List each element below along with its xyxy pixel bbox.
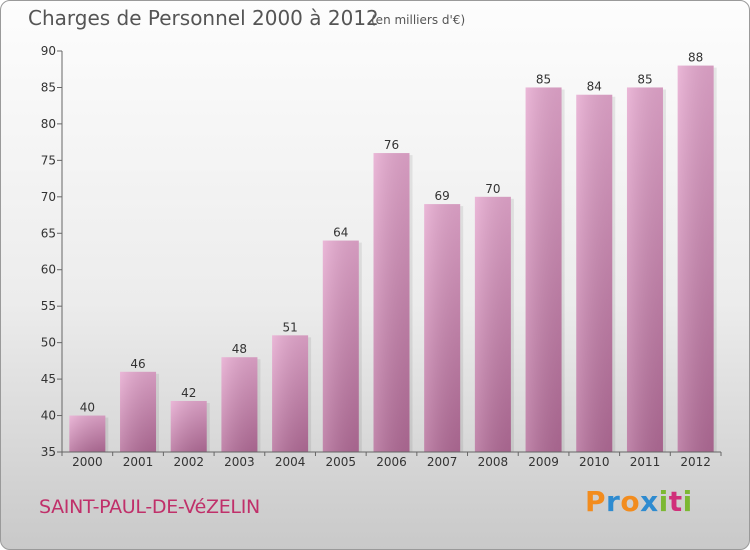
- y-tick-label: 55: [41, 299, 56, 313]
- x-tick-label: 2012: [680, 455, 711, 469]
- chart-subtitle: (en milliers d'€): [371, 13, 466, 27]
- x-tick-label: 2006: [376, 455, 407, 469]
- x-tick-label: 2002: [173, 455, 204, 469]
- bar-value-label: 76: [384, 138, 399, 152]
- bar-highlight: [474, 196, 511, 452]
- bar-highlight: [272, 335, 309, 452]
- bar-highlight: [626, 87, 663, 453]
- y-tick-label: 85: [41, 80, 56, 94]
- x-tick-label: 2009: [528, 455, 559, 469]
- x-tick-label: 2010: [579, 455, 610, 469]
- bar-value-label: 48: [232, 342, 247, 356]
- bar-value-label: 85: [536, 72, 551, 86]
- bar-highlight: [322, 240, 359, 452]
- bar-value-label: 69: [435, 189, 450, 203]
- y-axis: 35 40 45 50 55 60 65 70 75 80 85 90: [41, 44, 63, 459]
- logo-letter: x: [640, 485, 659, 518]
- y-tick-label: 60: [41, 263, 56, 277]
- bar-highlight: [373, 153, 410, 452]
- bar-value-label: 70: [485, 182, 500, 196]
- logo-letter: t: [668, 485, 683, 518]
- logo-letter: r: [606, 485, 621, 518]
- bar-highlight: [170, 400, 207, 452]
- commune-name: SAINT-PAUL-DE-VéZELIN: [39, 496, 260, 518]
- bar-value-label: 46: [130, 357, 145, 371]
- proxiti-logo: Proxiti: [585, 485, 693, 518]
- x-tick-label: 2001: [123, 455, 154, 469]
- x-tick-label: 2008: [478, 455, 509, 469]
- bar-highlight: [69, 415, 106, 452]
- bar-value-label: 51: [282, 320, 297, 334]
- logo-letter: P: [585, 485, 607, 518]
- x-tick-label: 2003: [224, 455, 255, 469]
- bar-value-label: 88: [688, 51, 703, 65]
- bar-value-label: 40: [80, 401, 95, 415]
- x-tick-label: 2004: [275, 455, 306, 469]
- y-tick-label: 45: [41, 372, 56, 386]
- bar-value-label: 42: [181, 386, 196, 400]
- y-tick-label: 40: [41, 409, 56, 423]
- y-tick-label: 70: [41, 190, 56, 204]
- x-tick-label: 2007: [427, 455, 458, 469]
- bar-highlight: [424, 204, 461, 452]
- bars-group: 40 46 42 48 51 64 76 69 70 85 84 85 88: [69, 51, 717, 453]
- bar-value-label: 64: [333, 226, 348, 240]
- y-tick-label: 50: [41, 336, 56, 350]
- logo-letter: i: [658, 485, 669, 518]
- bar-highlight: [576, 94, 613, 452]
- logo-letter: o: [620, 485, 641, 518]
- y-tick-label: 35: [41, 445, 56, 459]
- bar-highlight: [120, 371, 157, 452]
- bar-highlight: [221, 357, 258, 452]
- x-axis: 2000 2001 2002 2003 2004 2005 2006 2007 2008 2009…: [61, 451, 722, 469]
- bar-highlight: [525, 87, 562, 453]
- bar-value-label: 84: [587, 80, 602, 94]
- x-tick-label: 2005: [326, 455, 357, 469]
- x-tick-label: 2000: [72, 455, 103, 469]
- bar-value-label: 85: [637, 72, 652, 86]
- x-tick-label: 2011: [630, 455, 661, 469]
- y-tick-label: 80: [41, 117, 56, 131]
- logo-letter: i: [682, 485, 693, 518]
- chart-title: Charges de Personnel 2000 à 2012: [28, 6, 379, 30]
- y-tick-label: 65: [41, 226, 56, 240]
- bar-highlight: [677, 65, 714, 452]
- y-tick-label: 75: [41, 153, 56, 167]
- y-tick-label: 90: [41, 44, 56, 58]
